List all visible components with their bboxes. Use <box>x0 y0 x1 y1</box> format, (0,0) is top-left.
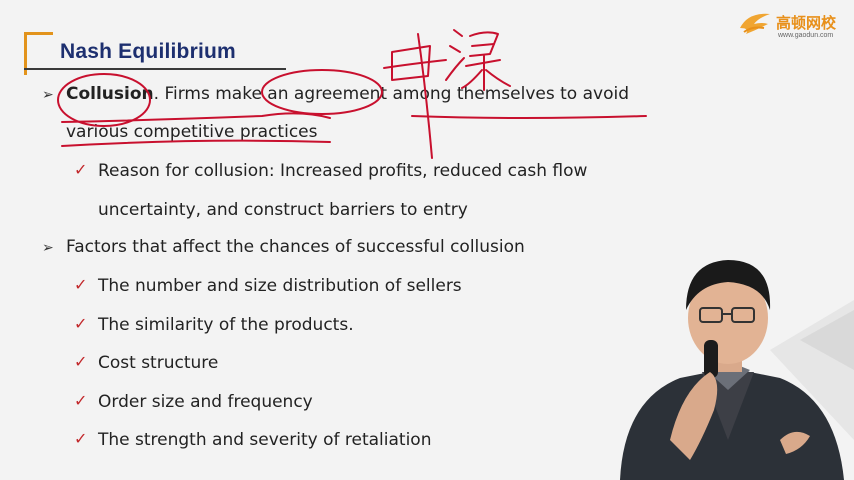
title-bracket <box>24 32 53 75</box>
slide-title: Nash Equilibrium <box>60 40 236 63</box>
reason-line1: Reason for collusion: Increased profits,… <box>98 161 588 181</box>
brand-name: 高顿网校 <box>776 14 837 32</box>
reason-line2: uncertainty, and construct barriers to e… <box>98 200 468 220</box>
checkmark-icon: ✓ <box>74 352 88 371</box>
collusion-definition: . Firms make an agreement among themselv… <box>153 84 629 104</box>
collusion-term: Collusion <box>66 84 154 104</box>
bird-logo-icon <box>740 13 770 34</box>
bullet-collusion: Collusion. Firms make an agreement among… <box>66 84 629 104</box>
arrow-bullet-icon: ➢ <box>42 240 54 256</box>
presenter-video <box>620 260 854 480</box>
collusion-definition-line2: various competitive practices <box>66 122 318 142</box>
brand-logo: 高顿网校 www.gaodun.com <box>738 6 850 42</box>
checkmark-icon: ✓ <box>74 160 88 179</box>
checkmark-icon: ✓ <box>74 429 88 448</box>
factor-item: Cost structure <box>98 353 219 373</box>
checkmark-icon: ✓ <box>74 391 88 410</box>
factor-item: Order size and frequency <box>98 392 313 412</box>
factor-item: The number and size distribution of sell… <box>98 276 462 296</box>
brand-url: www.gaodun.com <box>778 32 834 39</box>
checkmark-icon: ✓ <box>74 314 88 333</box>
underline-annotation <box>61 112 331 123</box>
checkmark-icon: ✓ <box>74 275 88 294</box>
arrow-bullet-icon: ➢ <box>42 87 54 103</box>
bullet-factors: Factors that affect the chances of succe… <box>66 237 525 257</box>
factor-item: The strength and severity of retaliation <box>98 430 432 450</box>
underline-annotation <box>411 115 647 119</box>
title-underline <box>24 68 286 70</box>
factor-item: The similarity of the products. <box>98 315 354 335</box>
handwriting-text: 串谋 <box>0 0 2 1</box>
